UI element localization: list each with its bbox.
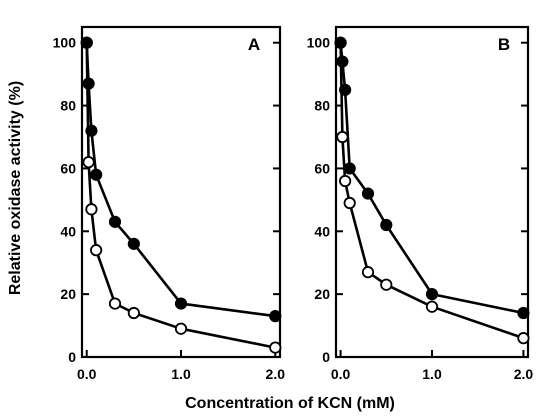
y-tick-label: 60 bbox=[314, 160, 330, 176]
data-point-open bbox=[174, 322, 188, 335]
panel-b: 0 20 40 60 80 100 0.0 1.0 2.0 B bbox=[307, 25, 534, 382]
data-point-filled bbox=[380, 218, 393, 232]
data-point-filled bbox=[336, 55, 349, 68]
data-point-filled bbox=[90, 168, 103, 181]
x-tick-label: 0.0 bbox=[77, 366, 97, 382]
data-point-filled bbox=[85, 124, 98, 137]
data-point-filled bbox=[108, 215, 122, 228]
series-line-filled bbox=[85, 42, 276, 318]
x-tick-label: 1.0 bbox=[171, 366, 191, 382]
data-point-filled bbox=[174, 297, 188, 310]
panel-a: 0 20 40 60 80 100 0.0 1.0 2.0 A bbox=[53, 25, 286, 382]
data-point-open bbox=[108, 297, 122, 310]
data-point-filled bbox=[339, 83, 352, 96]
x-tick-label: 2.0 bbox=[266, 366, 286, 382]
y-tick-label: 100 bbox=[53, 35, 77, 51]
x-axis-title: Concentration of KCN (mM) bbox=[185, 395, 395, 412]
y-tick-label: 60 bbox=[60, 160, 76, 176]
data-point-open bbox=[90, 244, 103, 257]
series-line-open bbox=[339, 42, 524, 340]
data-point-open bbox=[82, 156, 95, 169]
y-axis-title: Relative oxidase activity (%) bbox=[7, 81, 24, 295]
y-tick-label: 80 bbox=[60, 98, 76, 114]
data-point-open bbox=[425, 300, 439, 313]
data-point-filled bbox=[269, 310, 282, 323]
x-tick-label: 0.0 bbox=[331, 366, 351, 382]
y-tick-label: 40 bbox=[60, 223, 76, 239]
data-point-open bbox=[85, 203, 98, 216]
y-tick-label: 20 bbox=[60, 286, 76, 302]
data-point-filled bbox=[343, 162, 356, 175]
data-point-open bbox=[127, 306, 140, 320]
y-tick-label: 40 bbox=[314, 223, 330, 239]
y-tick-label: 20 bbox=[314, 286, 330, 302]
data-point-open bbox=[339, 174, 352, 188]
data-point-open bbox=[343, 196, 356, 210]
panel-label: A bbox=[248, 35, 260, 54]
y-tick-label: 100 bbox=[307, 35, 331, 51]
data-point-filled bbox=[80, 36, 93, 49]
y-tick-label: 0 bbox=[322, 349, 330, 365]
data-point-filled bbox=[127, 237, 140, 250]
data-point-filled bbox=[82, 77, 95, 90]
y-tick-label: 0 bbox=[68, 349, 76, 365]
x-tick-label: 2.0 bbox=[514, 366, 534, 382]
y-tick-label: 80 bbox=[314, 98, 330, 114]
data-point-filled bbox=[425, 288, 439, 301]
data-point-open bbox=[269, 341, 282, 354]
data-point-open bbox=[361, 266, 375, 279]
data-point-filled bbox=[517, 306, 530, 320]
data-point-filled bbox=[361, 187, 375, 200]
panel-label: B bbox=[498, 35, 510, 54]
x-tick-label: 1.0 bbox=[422, 366, 442, 382]
data-point-open bbox=[517, 332, 530, 345]
data-point-filled bbox=[334, 36, 347, 49]
data-point-open bbox=[380, 278, 393, 291]
data-point-open bbox=[336, 130, 349, 144]
series-line-open bbox=[85, 42, 276, 349]
